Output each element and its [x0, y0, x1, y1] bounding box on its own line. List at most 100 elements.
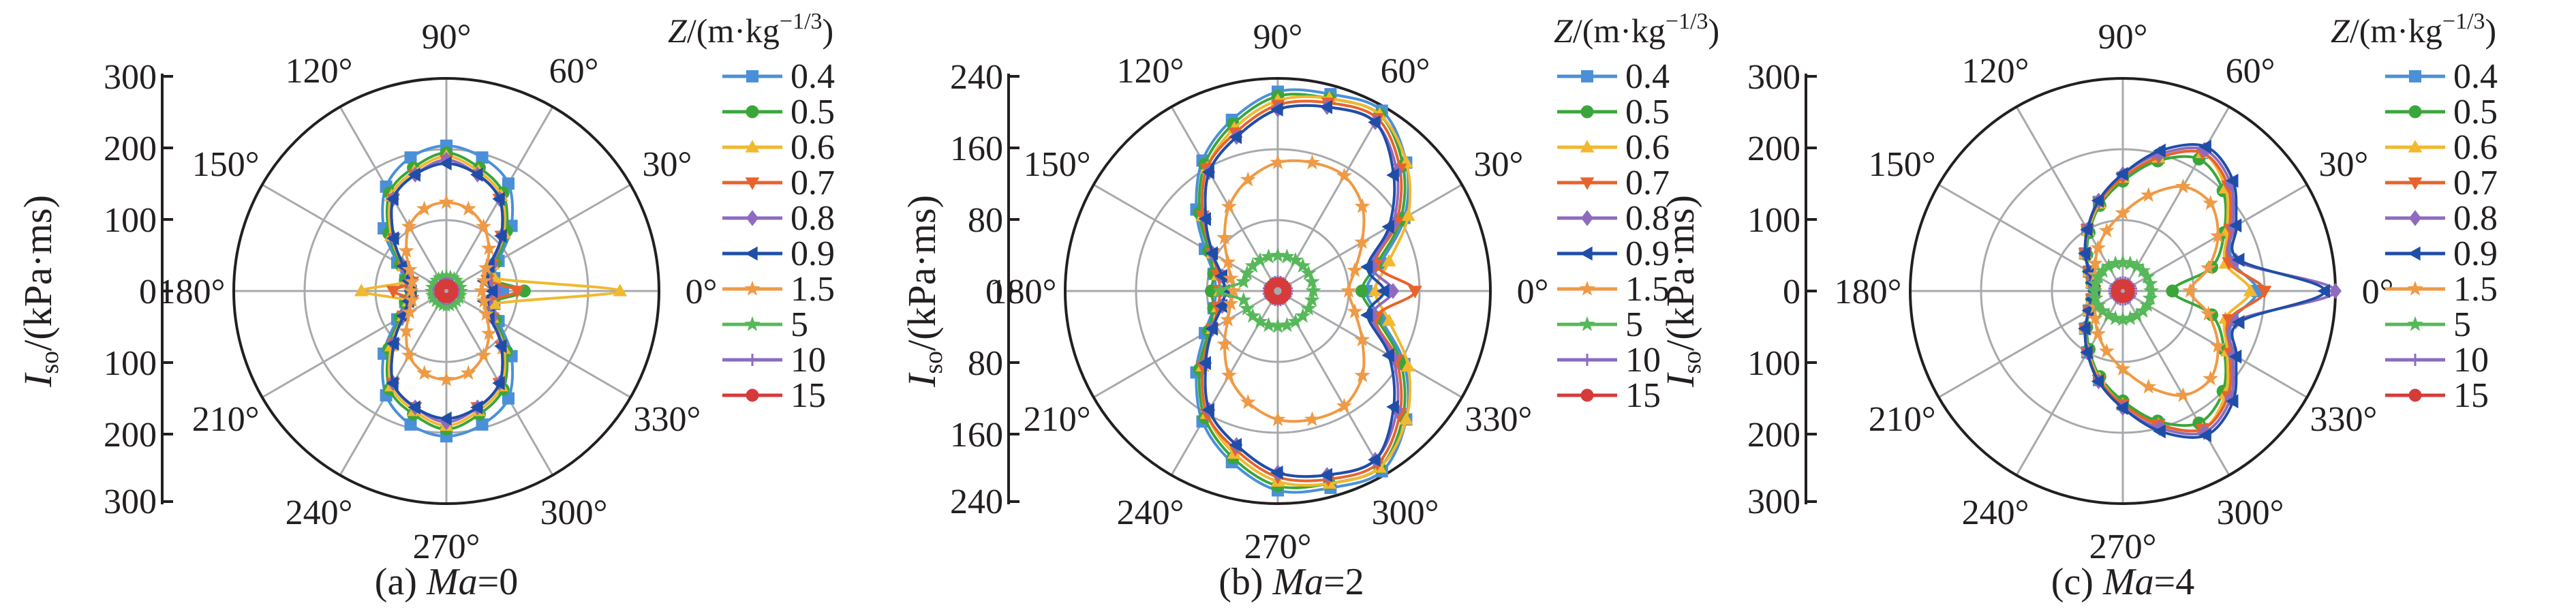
data-point: [2080, 222, 2093, 237]
data-point: [2115, 254, 2131, 270]
data-point: [1386, 168, 1399, 183]
polar-spoke: [2015, 290, 2124, 476]
legend-swatch-marker: [2408, 177, 2423, 190]
panel-a: Iso/(kPa·ms) 300 200 100 0 100 200 300 0…: [16, 9, 835, 603]
data-point: [427, 292, 440, 305]
angle-label: 30°: [642, 145, 692, 184]
legend-swatch-marker: [2408, 140, 2423, 153]
legend-label: 0.4: [2453, 57, 2498, 96]
legend-swatch-marker: [1580, 105, 1594, 119]
legend-item: 1.5: [2385, 270, 2498, 309]
ytick-label: 100: [104, 344, 157, 383]
panel-b-series: [1190, 85, 1422, 497]
data-point: [2087, 310, 2104, 326]
angle-label: 90°: [2098, 18, 2148, 57]
data-point: [497, 285, 510, 297]
data-point: [2141, 378, 2157, 394]
ytick-label: 200: [1747, 129, 1800, 168]
data-point: [1354, 198, 1370, 213]
data-point: [1270, 465, 1283, 480]
data-point: [1355, 284, 1368, 298]
data-point: [2142, 290, 2158, 305]
data-point: [1252, 251, 1268, 267]
data-point: [2317, 284, 2331, 299]
legend-item: 5: [722, 305, 808, 344]
legend-label: 0.7: [1625, 164, 1670, 202]
legend-item: 0.4: [1557, 57, 1670, 96]
angle-label: 270°: [413, 527, 480, 566]
data-point: [2225, 173, 2239, 188]
legend-item: 5: [1557, 305, 1643, 344]
data-point: [2166, 284, 2179, 298]
data-point: [476, 418, 489, 431]
data-point: [408, 167, 420, 182]
legend-label: 0.6: [791, 128, 835, 167]
ytick-label: 0: [1783, 273, 1800, 311]
panel-c-series: [2078, 139, 2342, 443]
ytick-label: 300: [104, 483, 157, 521]
legend-swatch-marker: [746, 210, 758, 226]
legend-item: 0.7: [722, 164, 835, 202]
ytick-label: 0: [139, 273, 157, 311]
legend-item: 5: [2385, 305, 2471, 344]
data-point: [2090, 239, 2106, 255]
data-point: [2086, 282, 2102, 298]
legend-label: 0.6: [2453, 128, 2498, 167]
data-point: [1225, 282, 1242, 298]
data-point: [1223, 295, 1239, 311]
legend-label: 0.8: [1625, 199, 1670, 238]
legend-swatch-marker: [1580, 246, 1593, 261]
data-point: [2090, 296, 2106, 312]
data-point: [1205, 246, 1218, 261]
data-point: [448, 298, 461, 310]
data-point: [1368, 453, 1381, 468]
data-point: [1198, 356, 1211, 371]
legend-label: 0.8: [2453, 199, 2498, 238]
panel-b: Iso/(kPa·ms) 240 160 80 0 80 160 240 0° 3…: [900, 9, 1719, 603]
data-point: [403, 282, 419, 298]
ytick-label: 200: [104, 416, 157, 455]
legend-swatch-marker: [746, 70, 758, 82]
data-point: [440, 300, 453, 312]
legend-title: Z/(m·kg−1/3): [668, 9, 833, 50]
data-point: [404, 151, 417, 164]
data-point: [1261, 248, 1277, 264]
panel-a-caption: (a) Ma=0: [375, 561, 518, 603]
series-5: [425, 269, 468, 312]
data-point: [386, 286, 401, 299]
data-point: [1201, 403, 1214, 417]
data-point: [1270, 247, 1286, 262]
data-point: [2139, 269, 2156, 284]
legend-label: 10: [1625, 341, 1661, 380]
angle-label: 150°: [192, 145, 260, 184]
data-point: [470, 167, 483, 182]
series-1_5: [398, 194, 497, 386]
legend-label: 0.5: [1625, 93, 1670, 132]
legend-swatch-marker: [2409, 210, 2421, 226]
data-point: [2107, 310, 2123, 325]
legend-label: 0.7: [791, 164, 835, 202]
data-point: [1319, 468, 1332, 483]
legend-swatch-marker: [1581, 210, 1593, 226]
data-point: [2095, 303, 2111, 318]
data-point: [2198, 139, 2211, 154]
data-point: [460, 365, 476, 380]
data-point: [1201, 165, 1214, 179]
data-point: [448, 271, 461, 283]
legend-label: 15: [791, 376, 826, 415]
data-point: [2203, 195, 2219, 211]
legend-label: 0.6: [1625, 128, 1670, 167]
legend-swatch-marker: [744, 280, 761, 296]
data-point: [386, 376, 399, 391]
data-point: [476, 347, 492, 363]
legend-item: 15: [722, 376, 826, 415]
data-point: [2129, 258, 2145, 273]
data-point: [416, 200, 433, 216]
data-point: [1221, 198, 1238, 213]
data-point: [1387, 283, 1399, 299]
data-point: [2090, 325, 2106, 341]
data-point: [478, 260, 495, 275]
data-point: [386, 231, 399, 246]
